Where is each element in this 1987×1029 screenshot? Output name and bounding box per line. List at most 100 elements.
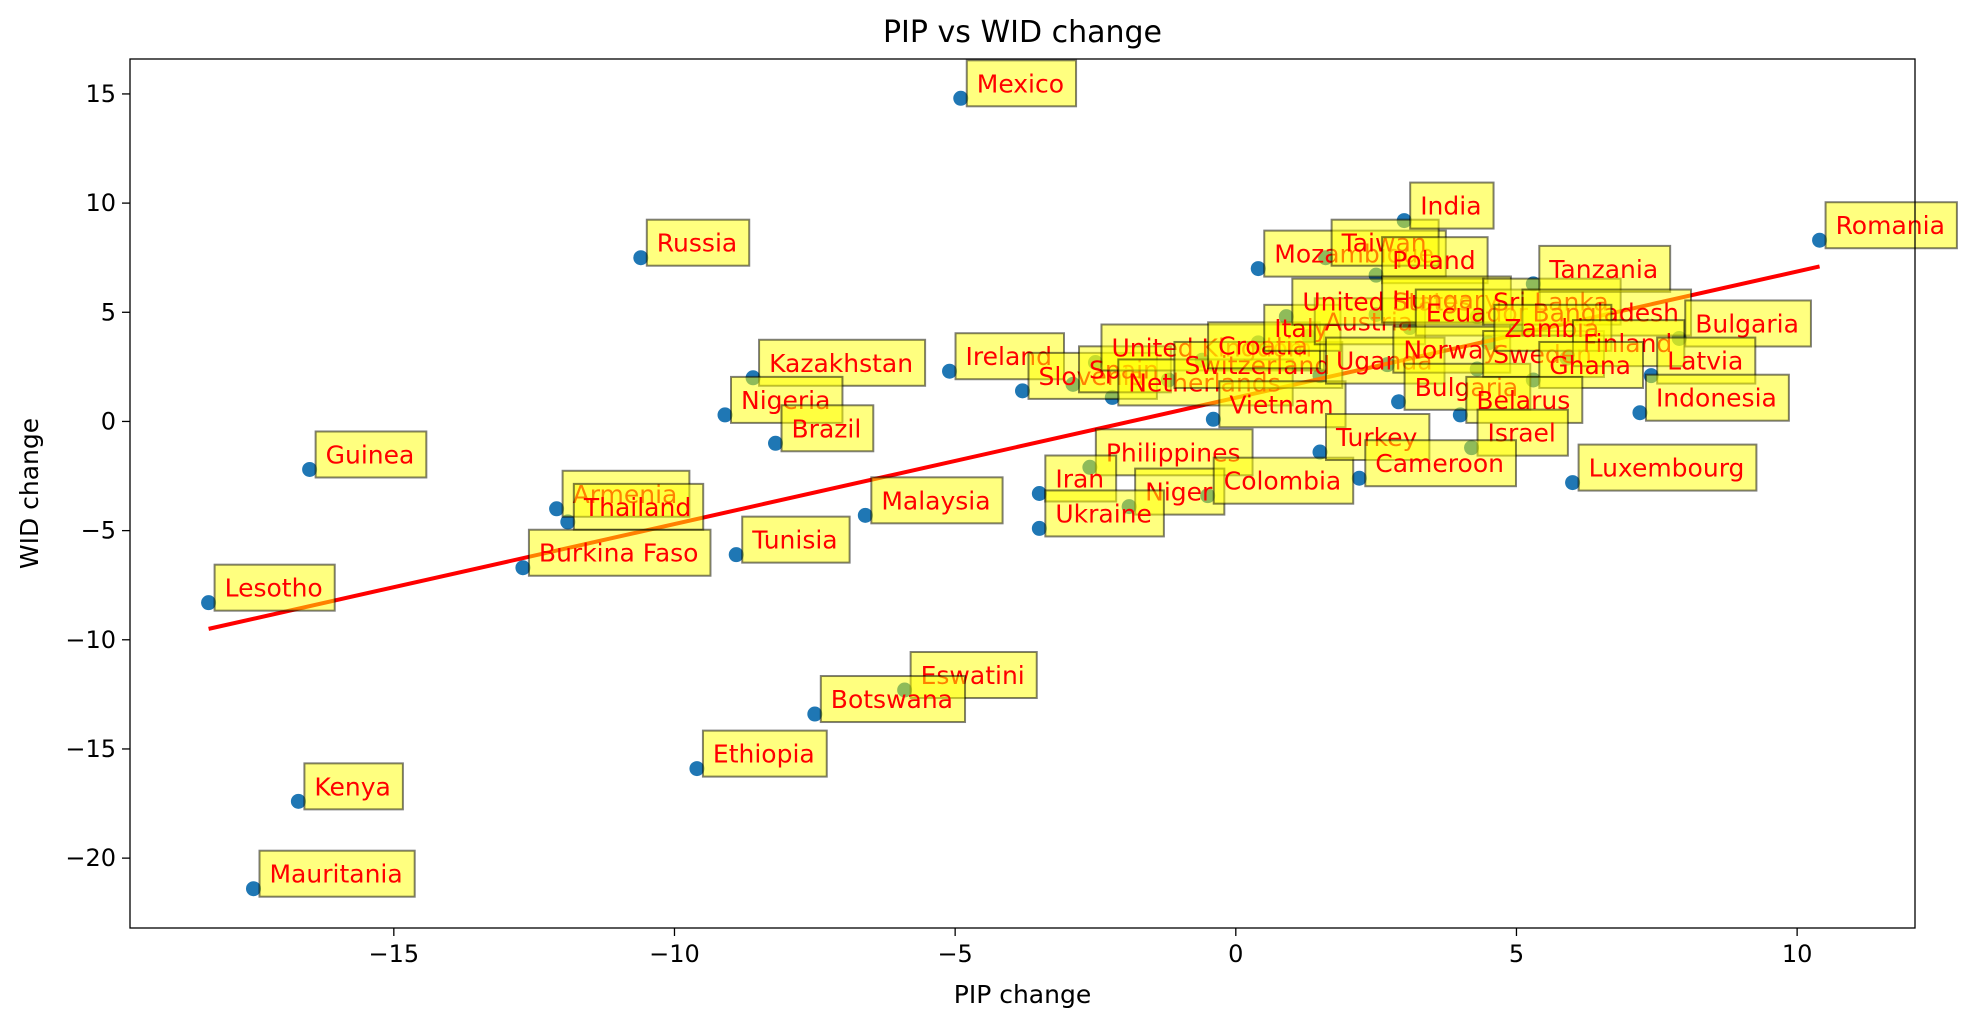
point-label: Guinea [314,430,428,479]
point-label: Cameroon [1364,439,1517,488]
point-label-text: Cameroon [1375,449,1504,478]
data-point [1565,475,1581,491]
y-tick-label: 0 [101,407,116,435]
point-label-box [741,515,851,564]
data-point [1312,444,1328,460]
point-label-box [819,675,967,724]
point-label-text: Brazil [792,414,862,443]
point-label-box [645,218,751,267]
point-label-text: Guinea [326,440,415,469]
point-label-text: Burkina Faso [539,539,699,568]
point-label-text: Romania [1836,211,1945,240]
data-point [245,881,261,897]
x-tick-label: 10 [1782,940,1813,968]
point-label: Israel [1476,408,1569,457]
data-point [768,435,784,451]
point-label-text: Kazakhstan [769,349,913,378]
point-label-text: Latvia [1667,347,1743,376]
data-point [1015,383,1030,399]
point-label: Thailand [572,482,705,531]
y-tick-label: 15 [85,80,116,108]
point-label-box [701,729,828,778]
point-label: Colombia [1212,456,1355,505]
point-label: India [1409,181,1495,230]
point-label-text: Iran [1055,465,1104,494]
point-label-text: Luxembourg [1589,454,1745,483]
point-label-box [965,59,1078,108]
point-label: Ukraine [1044,489,1165,538]
data-point [549,501,565,517]
point-label-text: Tanzania [1548,255,1658,284]
point-label-box [1218,380,1347,429]
y-tick-label: 10 [85,189,116,217]
axes-layer: −15 −10 −5 0 5 10 −20 −15 −10 −5 0 5 10 15 [65,80,1812,968]
data-point [1205,411,1221,427]
data-point [1031,486,1047,501]
data-point [1632,405,1648,421]
point-label-box [1538,244,1672,293]
point-label: Burkina Faso [527,528,712,577]
data-point [1250,261,1266,277]
x-axis-title: PIP change [954,980,1091,1009]
x-tick-label: −10 [649,940,700,968]
point-label-text: Thailand [583,493,691,522]
point-label-text: Botswana [831,685,953,714]
point-label-text: Mexico [977,69,1064,98]
chart-title: PIP vs WID change [883,15,1162,50]
point-label-text: Mauritania [269,860,402,889]
point-label: Brazil [780,404,875,453]
point-label: Malaysia [870,476,1004,525]
point-label: Indonesia [1644,373,1790,422]
point-label: Romania [1824,201,1958,250]
point-label-text: Bulgaria [1695,309,1799,338]
point-label-text: Ghana [1549,351,1631,380]
point-label: Botswana [819,675,967,724]
y-tick-label: 5 [101,298,116,326]
point-label: Russia [645,218,751,267]
point-label: Mexico [965,59,1078,108]
point-label-box [314,430,428,479]
point-label-text: Poland [1392,246,1475,275]
data-point [515,560,531,576]
data-point [717,407,733,423]
data-point [942,363,958,379]
data-point [560,514,576,530]
point-label-text: Indonesia [1656,384,1777,413]
data-point [857,507,873,523]
x-tick-label: 5 [1509,940,1524,968]
data-point [1351,470,1367,486]
point-label-box [1044,489,1165,538]
data-point [633,250,649,266]
point-label-box [303,762,404,811]
data-point [302,461,318,477]
point-label-box [1364,439,1517,488]
point-label-box [572,482,705,531]
point-label-box [527,528,712,577]
point-label-text: Lesotho [225,574,323,603]
data-point [1452,407,1468,423]
y-axis-title: WID change [15,418,44,569]
x-tick-label: −5 [937,940,972,968]
point-label: Ethiopia [701,729,828,778]
point-label-text: Russia [657,229,737,258]
point-label-box [1409,181,1495,230]
point-label-text: Kenya [314,772,391,801]
point-label-box [213,563,336,612]
point-label-text: Ukraine [1055,499,1152,528]
y-tick-label: −5 [81,517,116,545]
data-point [689,761,705,777]
point-label-box [258,849,416,898]
point-label-text: Vietnam [1229,390,1333,419]
point-label-box [1212,456,1355,505]
point-label-box [1644,373,1790,422]
x-tick-label: −15 [368,940,419,968]
point-label-text: Tunisia [751,526,837,555]
point-label-box [1824,201,1958,250]
y-tick-label: −10 [65,626,116,654]
point-label: Lesotho [213,563,336,612]
point-label-text: Ethiopia [713,740,815,769]
data-point [953,90,969,106]
point-label-box [780,404,875,453]
